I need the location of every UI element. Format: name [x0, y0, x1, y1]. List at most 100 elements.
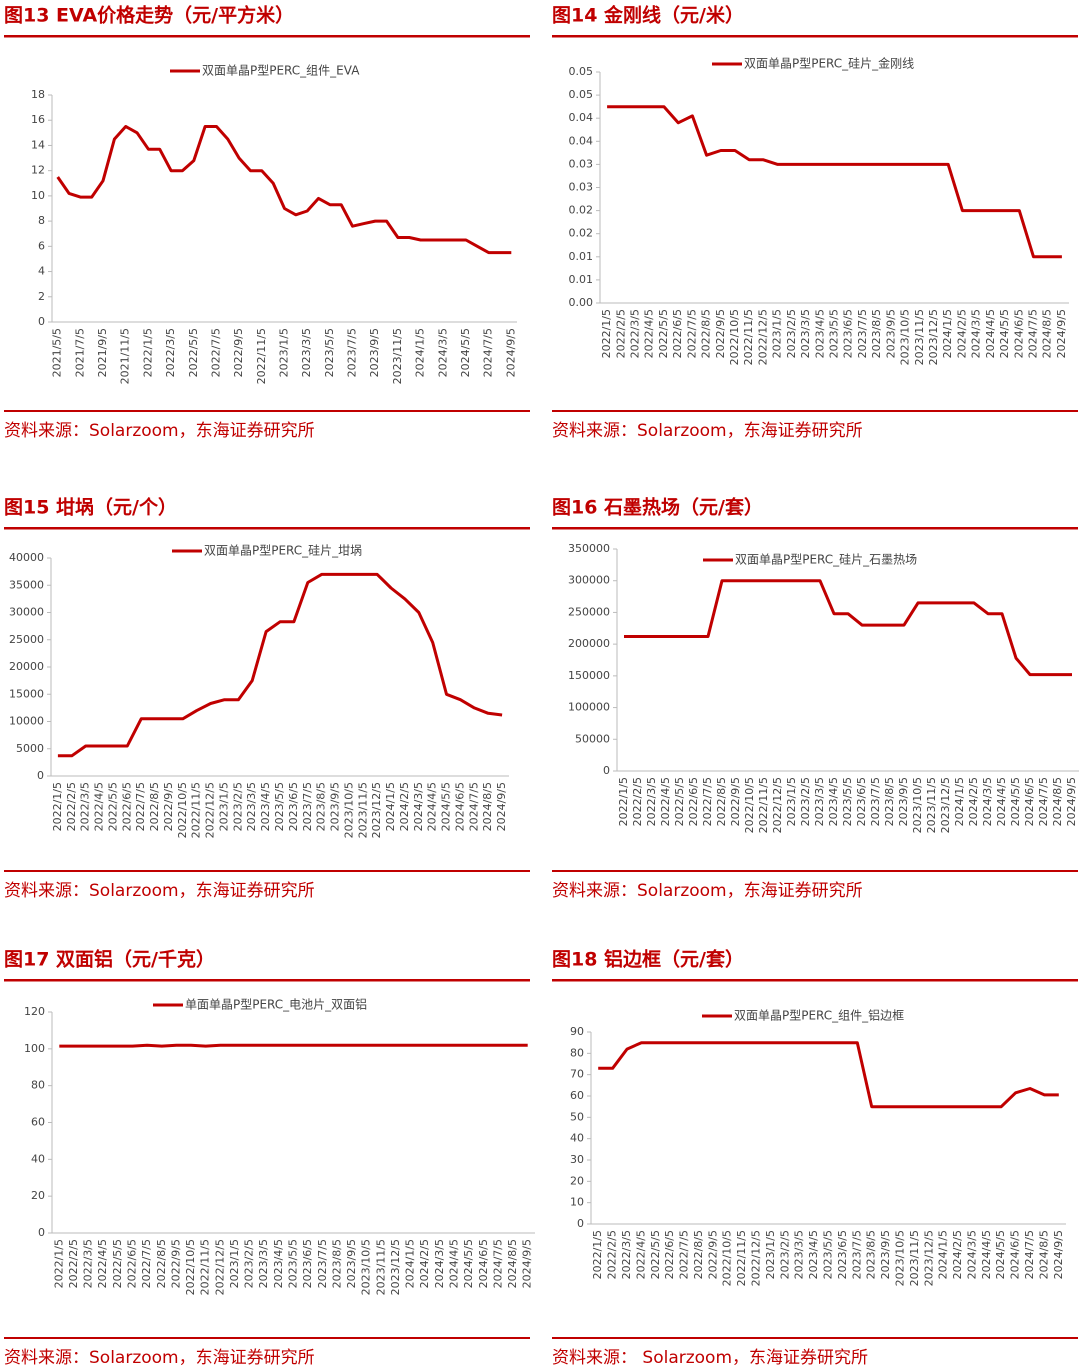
x-tick-label: 2023/4/5: [827, 777, 840, 826]
y-tick-label: 2: [38, 290, 45, 303]
x-tick-label: 2023/6/5: [301, 1239, 314, 1288]
x-tick-label: 2023/6/5: [855, 777, 868, 826]
x-tick-label: 2022/10/5: [184, 1239, 197, 1295]
x-tick-label: 2023/11/5: [908, 1230, 921, 1286]
x-tick-label: 2022/8/5: [155, 1239, 168, 1288]
x-tick-label: 2022/6/5: [671, 309, 684, 358]
y-tick-label: 0.05: [569, 88, 594, 101]
source-rule: [4, 870, 530, 872]
x-tick-label: 2024/5/5: [459, 328, 472, 377]
x-tick-label: 2022/1/5: [141, 328, 154, 377]
series-line: [598, 1041, 1059, 1109]
legend-label: 双面单晶P型PERC_硅片_坩埚: [204, 544, 362, 558]
x-tick-label: 2022/9/5: [714, 309, 727, 358]
x-tick-label: 2023/11/5: [913, 309, 926, 365]
x-tick-label: 2023/3/5: [300, 328, 313, 377]
x-tick-label: 2023/5/5: [323, 328, 336, 377]
legend-label: 双面单晶P型PERC_硅片_石墨热场: [735, 553, 917, 567]
y-tick-label: 20000: [9, 660, 44, 673]
x-tick-label: 2022/2/5: [606, 1230, 619, 1279]
x-tick-label: 2024/8/5: [481, 782, 494, 831]
y-tick-label: 12: [31, 164, 45, 177]
figure-title: 图15 坩埚（元/个）: [4, 496, 177, 519]
y-tick-label: 14: [31, 138, 45, 151]
x-tick-label: 2022/3/5: [164, 328, 177, 377]
y-tick-label: 0: [577, 1217, 584, 1230]
x-tick-label: 2023/4/5: [272, 1239, 285, 1288]
x-tick-label: 2024/1/5: [414, 328, 427, 377]
x-tick-label: 2022/10/5: [721, 1230, 734, 1286]
y-tick-label: 80: [570, 1046, 584, 1059]
x-tick-label: 2023/4/5: [807, 1230, 820, 1279]
y-tick-label: 60: [570, 1089, 584, 1102]
x-tick-label: 2022/6/5: [663, 1230, 676, 1279]
x-tick-label: 2023/2/5: [799, 777, 812, 826]
x-tick-label: 2023/3/5: [793, 1230, 806, 1279]
x-tick-label: 2022/3/5: [629, 309, 642, 358]
x-tick-label: 2022/5/5: [649, 1230, 662, 1279]
x-tick-label: 2024/5/5: [994, 1230, 1007, 1279]
title-rule: [552, 527, 1078, 530]
x-tick-label: 2023/10/5: [342, 782, 355, 838]
x-tick-label: 2022/4/5: [659, 777, 672, 826]
x-tick-label: 2022/10/5: [728, 309, 741, 365]
x-tick-label: 2022/6/5: [126, 1239, 139, 1288]
x-tick-label: 2024/8/5: [1037, 1230, 1050, 1279]
x-tick-label: 2023/5/5: [828, 309, 841, 358]
x-tick-label: 2023/10/5: [893, 1230, 906, 1286]
y-tick-label: 10000: [9, 715, 44, 728]
x-tick-label: 2023/10/5: [911, 777, 924, 833]
x-tick-label: 2023/11/5: [391, 328, 404, 384]
x-tick-label: 2023/10/5: [360, 1239, 373, 1295]
source-note: 资料来源：Solarzoom，东海证券研究所: [4, 881, 315, 901]
x-tick-label: 2024/1/5: [941, 309, 954, 358]
x-tick-label: 2023/5/5: [841, 777, 854, 826]
x-tick-label: 2024/2/5: [418, 1239, 431, 1288]
x-tick-label: 2022/3/5: [82, 1239, 95, 1288]
x-tick-label: 2023/10/5: [899, 309, 912, 365]
x-tick-label: 2022/7/5: [134, 782, 147, 831]
y-tick-label: 90: [570, 1025, 584, 1038]
x-tick-label: 2024/8/5: [1051, 777, 1064, 826]
x-tick-label: 2022/6/5: [687, 777, 700, 826]
x-tick-label: 2022/8/5: [148, 782, 161, 831]
x-tick-label: 2024/4/5: [980, 1230, 993, 1279]
y-tick-label: 70: [570, 1068, 584, 1081]
y-tick-label: 30000: [9, 606, 44, 619]
x-tick-label: 2022/11/5: [757, 777, 770, 833]
series-line: [56, 125, 512, 255]
source-rule: [552, 410, 1078, 412]
figure-title: 图17 双面铝（元/千克）: [4, 948, 215, 971]
x-tick-label: 2024/4/5: [984, 309, 997, 358]
y-tick-label: 350000: [568, 542, 610, 555]
x-tick-label: 2023/6/5: [287, 782, 300, 831]
x-tick-label: 2024/3/5: [412, 782, 425, 831]
x-tick-label: 2022/7/5: [140, 1239, 153, 1288]
y-tick-label: 100000: [568, 701, 610, 714]
x-tick-label: 2023/5/5: [287, 1239, 300, 1288]
x-tick-label: 2022/9/5: [729, 777, 742, 826]
x-tick-label: 2022/4/5: [93, 782, 106, 831]
x-tick-label: 2023/9/5: [879, 1230, 892, 1279]
x-tick-label: 2023/3/5: [799, 309, 812, 358]
x-tick-label: 2023/5/5: [822, 1230, 835, 1279]
x-tick-label: 2022/8/5: [715, 777, 728, 826]
y-tick-label: 20: [570, 1174, 584, 1187]
x-tick-label: 2022/2/5: [65, 782, 78, 831]
y-tick-label: 0: [37, 769, 44, 782]
y-tick-label: 120: [24, 1005, 45, 1018]
x-tick-label: 2021/11/5: [119, 328, 132, 384]
x-tick-label: 2023/4/5: [259, 782, 272, 831]
x-tick-label: 2022/9/5: [706, 1230, 719, 1279]
y-tick-label: 0.02: [569, 204, 594, 217]
y-tick-label: 60: [31, 1116, 45, 1129]
x-tick-label: 2022/11/5: [735, 1230, 748, 1286]
x-tick-label: 2024/4/5: [448, 1239, 461, 1288]
x-tick-label: 2023/6/5: [842, 309, 855, 358]
x-tick-label: 2022/4/5: [634, 1230, 647, 1279]
x-tick-label: 2023/8/5: [865, 1230, 878, 1279]
source-note: 资料来源：Solarzoom，东海证券研究所: [4, 421, 315, 441]
x-tick-label: 2022/3/5: [79, 782, 92, 831]
x-tick-label: 2023/9/5: [897, 777, 910, 826]
x-tick-label: 2023/12/5: [927, 309, 940, 365]
